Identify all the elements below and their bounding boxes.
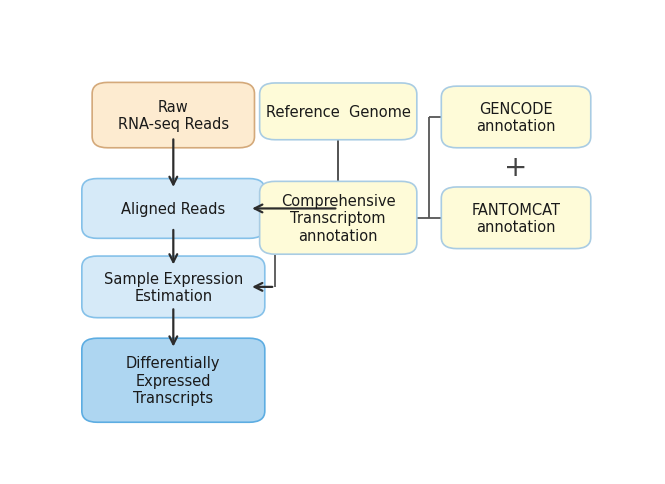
FancyBboxPatch shape xyxy=(259,84,417,140)
Text: Comprehensive
Transcriptom
annotation: Comprehensive Transcriptom annotation xyxy=(281,194,396,243)
FancyBboxPatch shape xyxy=(259,182,417,255)
Text: Sample Expression
Estimation: Sample Expression Estimation xyxy=(104,271,243,303)
Text: Raw
RNA-seq Reads: Raw RNA-seq Reads xyxy=(118,100,229,132)
FancyBboxPatch shape xyxy=(442,188,591,249)
FancyBboxPatch shape xyxy=(442,87,591,149)
Text: FANTOMCAT
annotation: FANTOMCAT annotation xyxy=(471,202,561,235)
Text: GENCODE
annotation: GENCODE annotation xyxy=(476,102,556,134)
Text: Aligned Reads: Aligned Reads xyxy=(121,201,225,216)
FancyBboxPatch shape xyxy=(82,257,265,318)
Text: Reference  Genome: Reference Genome xyxy=(266,105,411,120)
FancyBboxPatch shape xyxy=(82,338,265,423)
FancyBboxPatch shape xyxy=(92,83,255,149)
FancyBboxPatch shape xyxy=(82,179,265,239)
Text: +: + xyxy=(504,154,528,182)
Text: Differentially
Expressed
Transcripts: Differentially Expressed Transcripts xyxy=(126,356,221,405)
